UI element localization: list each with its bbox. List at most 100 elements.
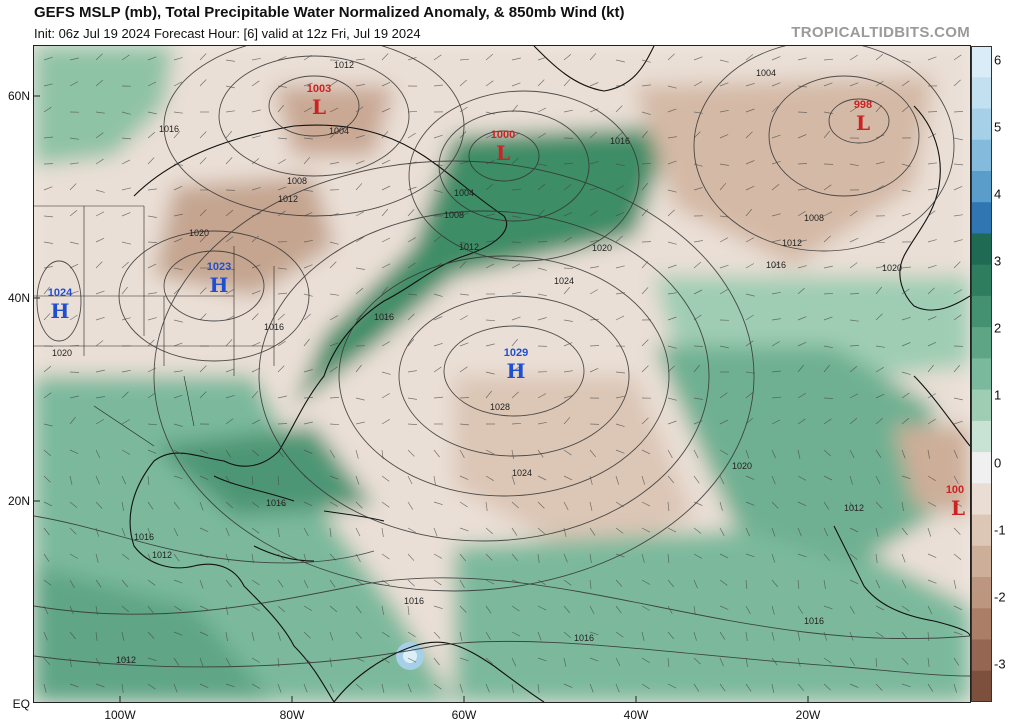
wind-barb [173,579,183,584]
colorbar-segment [971,670,992,702]
weather-map: 1012 1016 1004 1008 1012 1016 1020 1004 … [33,45,971,703]
isobar-label: 1012 [152,550,172,560]
wind-barb [771,553,776,563]
wind-barb [901,392,910,399]
wind-barb [43,56,53,61]
wind-barb [953,79,961,87]
svg-text:1003: 1003 [307,83,331,95]
wind-barb [589,131,597,139]
colorbar-tick: 5 [994,119,1002,135]
wind-barb [69,345,80,347]
wind-barb [823,553,831,562]
wind-barb [43,365,52,373]
wind-barb [953,449,958,459]
wind-barb [667,189,677,193]
wind-barb [199,53,207,61]
wind-barb [849,82,859,87]
wind-barb [459,161,469,165]
isobar-label: 1016 [266,498,286,508]
wind-barb [43,683,47,693]
wind-barb [693,314,702,321]
wind-barb [381,631,390,638]
wind-barb [355,631,363,640]
wind-barb [199,657,204,667]
wind-barb [693,605,696,615]
wind-barb [121,475,127,485]
wind-barb [43,313,51,321]
wind-barb [173,319,183,323]
wind-barb [43,392,52,399]
isobar-label: 1016 [374,312,394,322]
wind-barb [277,449,284,458]
wind-barb [901,417,910,425]
wind-barb [485,240,495,243]
wind-barb [901,579,907,589]
wind-barb [121,111,131,115]
wind-barb [173,342,183,347]
wind-barb [537,553,540,563]
wind-barb [173,605,182,612]
wind-barb [693,111,703,114]
wind-barb [849,631,854,641]
wind-barb [459,212,469,217]
wind-barb [745,392,754,399]
wind-barb [589,475,593,485]
wind-barb [797,418,806,425]
wind-barb [277,475,280,486]
wind-barb [901,163,911,167]
wind-barb [173,287,181,295]
watermark: TROPICALTIDBITS.COM [791,24,970,41]
wind-barb [485,111,495,115]
wind-barb [563,184,572,191]
wind-barb [277,137,288,140]
wind-barb [251,264,261,269]
wind-barb [849,163,859,167]
wind-barb [901,59,911,63]
wind-barb [641,84,651,87]
wind-barb [459,683,464,693]
isobar-label: 1004 [454,188,474,198]
wind-barb [147,605,154,614]
wind-barb [641,475,646,485]
wind-barb [407,501,414,510]
wind-barb [147,631,155,639]
svg-text:998: 998 [854,99,872,111]
wind-barb [69,527,77,535]
wind-barb [563,370,573,373]
wind-barb [823,397,834,399]
wind-barb [901,605,910,612]
wind-barb [615,631,624,638]
wind-barb [875,185,884,191]
wind-barb [303,239,313,243]
wind-barb [43,215,54,218]
colorbar-segment [971,295,992,328]
wind-barb [745,449,750,459]
wind-barb [537,56,547,61]
wind-barb [381,237,391,243]
wind-barb [147,188,157,191]
wind-barb [277,56,287,61]
wind-barb [849,345,860,347]
wind-barb [641,579,650,585]
wind-barb [927,683,934,692]
wind-barb [537,133,546,139]
wind-barb [667,209,675,217]
lon-label: 100W [104,708,136,722]
wind-barb [641,261,649,269]
wind-barb [251,449,260,457]
wind-barb [953,185,963,191]
wind-barb [381,208,389,217]
wind-barb [849,237,859,243]
wind-barb [745,527,751,537]
wind-barb [303,212,313,217]
colorbar-segment [971,389,992,422]
wind-barb [147,657,157,662]
wind-barb [329,342,339,347]
wind-barb [563,579,572,586]
wind-barb [459,342,469,347]
isobar-label: 1028 [490,402,510,412]
wind-barb [771,82,781,87]
isobar-label: 1012 [459,242,479,252]
colorbar-border [971,46,992,702]
wind-barb [95,419,104,425]
